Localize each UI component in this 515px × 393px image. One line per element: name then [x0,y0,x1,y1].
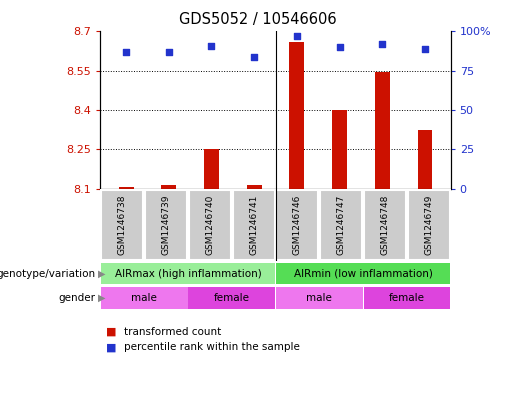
Text: male: male [306,293,332,303]
Text: female: female [389,293,425,303]
Text: GSM1246740: GSM1246740 [205,195,214,255]
Bar [101,287,187,309]
Bar [101,263,275,285]
Text: ■: ■ [106,327,116,337]
Text: GSM1246746: GSM1246746 [293,195,302,255]
Text: AIRmax (high inflammation): AIRmax (high inflammation) [115,268,261,279]
Text: GSM1246741: GSM1246741 [249,195,258,255]
Bar [375,72,390,189]
Bar [101,190,143,260]
Text: GSM1246738: GSM1246738 [118,195,127,255]
Text: transformed count: transformed count [124,327,221,337]
Text: percentile rank within the sample: percentile rank within the sample [124,342,300,353]
Text: male: male [131,293,157,303]
Text: ■: ■ [106,342,116,353]
Bar [276,263,450,285]
Text: AIRmin (low inflammation): AIRmin (low inflammation) [294,268,433,279]
Text: GSM1246748: GSM1246748 [381,195,389,255]
Bar [289,42,304,189]
Point [165,49,173,55]
Point [250,53,259,60]
Bar [364,190,406,260]
Text: ▶: ▶ [98,268,106,279]
Text: female: female [214,293,250,303]
Bar [233,190,274,260]
Bar [189,190,231,260]
Text: GSM1246739: GSM1246739 [162,195,170,255]
Text: gender: gender [58,293,95,303]
Bar [364,287,450,309]
Point [208,42,216,49]
Text: GDS5052 / 10546606: GDS5052 / 10546606 [179,12,336,27]
Bar [408,190,450,260]
Text: GSM1246747: GSM1246747 [337,195,346,255]
Bar [188,287,275,309]
Text: GSM1246749: GSM1246749 [424,195,433,255]
Text: ▶: ▶ [98,293,106,303]
Bar [418,130,433,189]
Bar [161,185,176,189]
Bar [118,187,133,189]
Bar [277,190,318,260]
Text: genotype/variation: genotype/variation [0,268,95,279]
Point [122,49,130,55]
Point [378,41,386,47]
Point [421,46,429,52]
Bar [320,190,362,260]
Bar [332,110,347,189]
Bar [247,185,262,189]
Point [293,33,301,39]
Bar [145,190,187,260]
Point [335,44,344,50]
Bar [204,149,219,189]
Bar [276,287,363,309]
